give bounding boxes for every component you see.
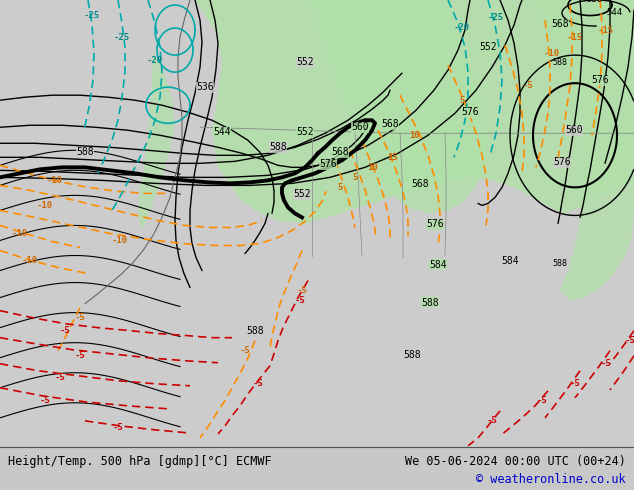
Text: 588: 588 xyxy=(403,350,421,360)
Text: -5: -5 xyxy=(600,359,611,368)
Text: -10: -10 xyxy=(544,49,560,58)
Text: © weatheronline.co.uk: © weatheronline.co.uk xyxy=(476,473,626,487)
Text: -25: -25 xyxy=(488,13,504,22)
Text: We 05-06-2024 00:00 UTC (00+24): We 05-06-2024 00:00 UTC (00+24) xyxy=(405,455,626,468)
Text: 536: 536 xyxy=(196,82,214,92)
Text: 5: 5 xyxy=(459,96,465,105)
Text: 15: 15 xyxy=(387,153,398,162)
Text: -25: -25 xyxy=(84,10,100,20)
Text: -10: -10 xyxy=(22,256,38,265)
Text: 552: 552 xyxy=(296,127,314,137)
Text: -5: -5 xyxy=(536,396,547,405)
Polygon shape xyxy=(195,0,634,223)
Text: -5: -5 xyxy=(522,81,533,90)
Text: 560: 560 xyxy=(565,125,583,135)
Text: -5: -5 xyxy=(240,346,250,355)
Text: -15: -15 xyxy=(598,25,614,35)
Text: 10: 10 xyxy=(410,131,420,140)
Text: 576: 576 xyxy=(426,220,444,229)
Text: -10: -10 xyxy=(37,201,53,210)
Text: 560: 560 xyxy=(351,122,369,132)
Text: 576: 576 xyxy=(319,159,337,170)
Text: 576: 576 xyxy=(591,75,609,85)
Polygon shape xyxy=(310,0,488,214)
Text: -5: -5 xyxy=(624,336,634,345)
Text: 552: 552 xyxy=(293,190,311,199)
Text: 536: 536 xyxy=(586,0,602,4)
Text: -10: -10 xyxy=(112,236,128,245)
Text: 584: 584 xyxy=(429,260,447,270)
Text: -5: -5 xyxy=(487,416,498,425)
Text: -5: -5 xyxy=(75,313,86,322)
Text: 10: 10 xyxy=(366,163,377,172)
Text: -5: -5 xyxy=(55,373,65,382)
Text: -5: -5 xyxy=(295,296,306,305)
Text: 5: 5 xyxy=(353,173,358,182)
Text: 584: 584 xyxy=(501,255,519,266)
Text: 588: 588 xyxy=(552,259,567,268)
Text: 544: 544 xyxy=(606,8,622,17)
Text: -10: -10 xyxy=(12,229,28,238)
Text: 588: 588 xyxy=(552,58,567,67)
Text: 544: 544 xyxy=(213,127,231,137)
Text: 588: 588 xyxy=(269,142,287,152)
Text: -5: -5 xyxy=(60,326,70,335)
Text: -20: -20 xyxy=(454,23,470,31)
Text: -20: -20 xyxy=(147,56,163,65)
Text: Height/Temp. 500 hPa [gdmp][°C] ECMWF: Height/Temp. 500 hPa [gdmp][°C] ECMWF xyxy=(8,455,271,468)
Text: 568: 568 xyxy=(381,119,399,129)
Text: 588: 588 xyxy=(246,326,264,336)
Text: 576: 576 xyxy=(461,107,479,117)
Text: -15: -15 xyxy=(567,32,583,42)
Text: 576: 576 xyxy=(553,157,571,167)
Text: -5: -5 xyxy=(75,351,86,360)
Text: 552: 552 xyxy=(296,57,314,67)
Text: -5: -5 xyxy=(39,396,50,405)
Text: 568: 568 xyxy=(411,179,429,189)
Text: -5: -5 xyxy=(252,379,263,388)
Text: -5: -5 xyxy=(297,286,307,295)
Text: 588: 588 xyxy=(76,147,94,157)
Text: -5: -5 xyxy=(569,379,580,388)
Text: 568: 568 xyxy=(331,147,349,157)
Text: 568: 568 xyxy=(551,19,569,29)
Text: 552: 552 xyxy=(479,42,497,52)
Text: -5: -5 xyxy=(113,423,124,432)
Text: -25: -25 xyxy=(114,32,130,42)
Polygon shape xyxy=(138,55,175,230)
Polygon shape xyxy=(530,0,634,300)
Text: 5: 5 xyxy=(337,183,343,192)
Text: -10: -10 xyxy=(47,176,63,185)
Text: 588: 588 xyxy=(421,297,439,308)
